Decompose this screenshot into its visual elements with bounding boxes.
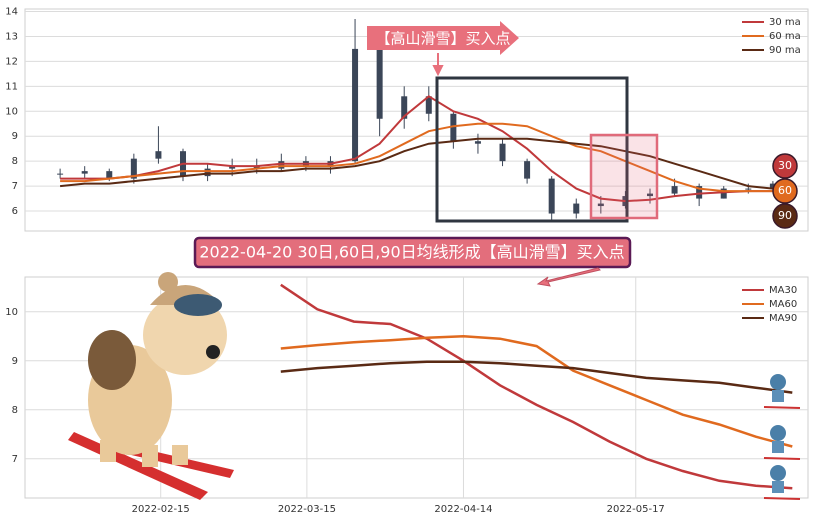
y-tick-label: 7 [12, 181, 18, 192]
ma-line [280, 283, 793, 490]
y-tick-label: 12 [5, 56, 18, 67]
legend-label: 90 ma [769, 45, 801, 56]
candle-body [745, 188, 752, 190]
candle-body [671, 186, 678, 194]
y-tick-label: 7 [12, 454, 18, 465]
banner-arrow [536, 267, 601, 287]
candle-body [450, 113, 457, 142]
badge-text: 30 [778, 159, 792, 172]
y-tick-label: 8 [12, 156, 18, 167]
candle-body [425, 96, 432, 114]
banner-text: 2022-04-20 30日,60日,90日均线形成【高山滑雪】买入点 [199, 243, 624, 262]
y-tick-label: 10 [5, 307, 18, 318]
y-tick-label: 10 [5, 106, 18, 117]
highlight-box [435, 76, 629, 223]
candle-body [573, 203, 580, 214]
pointer-arrow [432, 53, 444, 77]
y-tick-label: 9 [12, 131, 18, 142]
legend-label: MA30 [769, 285, 797, 296]
y-tick-label: 8 [12, 405, 18, 416]
candle-body [401, 96, 408, 119]
candle-body [720, 188, 727, 199]
candle-body [769, 183, 776, 189]
badge-text: 60 [778, 184, 792, 197]
y-tick-label: 9 [12, 356, 18, 367]
legend-label: 30 ma [769, 17, 801, 28]
y-tick-label: 13 [5, 31, 18, 42]
dog-illustration [68, 272, 234, 500]
candle-body [524, 161, 531, 179]
legend-label: 60 ma [769, 31, 801, 42]
top-frame [24, 8, 809, 232]
buy-box [589, 133, 659, 220]
candle-body [548, 178, 555, 214]
badge [772, 178, 798, 204]
candle-body [376, 48, 383, 119]
candle-body [155, 151, 162, 159]
candle-body [204, 168, 211, 177]
candle-body [229, 166, 236, 169]
ma-line [60, 122, 773, 193]
candle-body [130, 158, 137, 179]
ma-line [280, 335, 793, 448]
candle-body [253, 166, 260, 169]
badge [772, 203, 798, 229]
x-tick-label: 2022-02-15 [132, 504, 190, 515]
x-tick-label: 2022-05-17 [607, 504, 665, 515]
badge [772, 153, 798, 179]
candle-body [696, 186, 703, 199]
legend-label: MA90 [769, 313, 797, 324]
candle-body [278, 161, 285, 169]
ma-line [59, 137, 774, 190]
candle-body [499, 143, 506, 162]
legend-label: MA60 [769, 299, 797, 310]
y-tick-label: 6 [12, 206, 18, 217]
candle-body [352, 48, 359, 162]
candle-body [474, 141, 481, 144]
x-tick-label: 2022-03-15 [278, 504, 336, 515]
callout-text: 【高山滑雪】买入点 [375, 30, 510, 48]
candle-body [106, 171, 113, 179]
x-tick-label: 2022-04-14 [434, 504, 492, 515]
candle-body [81, 171, 88, 174]
badge-text: 90 [778, 209, 792, 222]
bottom-frame [24, 276, 809, 499]
candle-body [57, 173, 64, 175]
banner [193, 236, 632, 269]
skier-icons [763, 374, 801, 500]
ma-line [60, 95, 773, 203]
candle-body [646, 193, 653, 197]
y-tick-label: 11 [5, 81, 18, 92]
callout-arrow [367, 21, 519, 55]
candle-body [597, 203, 604, 207]
y-tick-label: 14 [5, 6, 18, 17]
ma-line [280, 360, 793, 394]
